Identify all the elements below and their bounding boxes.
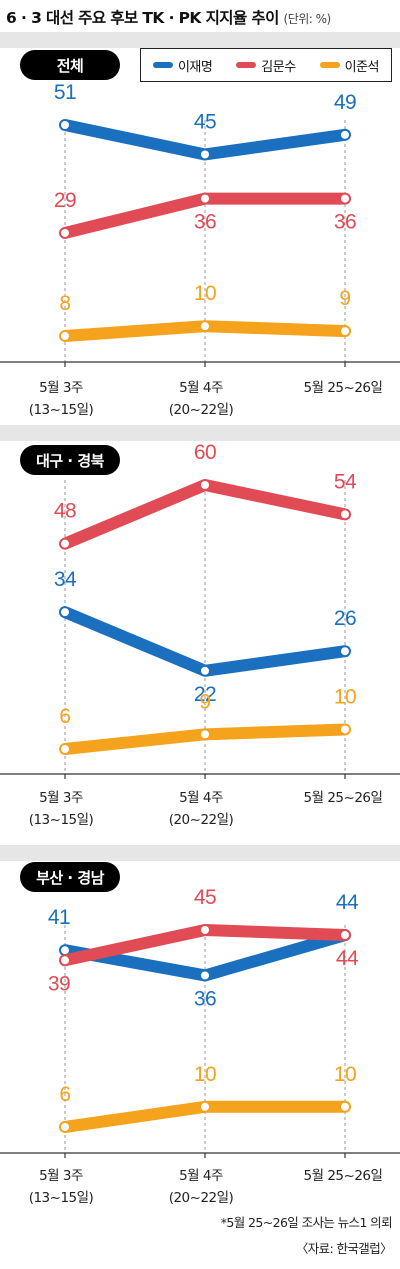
x-tick-label: 5월 4주 bbox=[179, 1168, 223, 1184]
data-label: 39 bbox=[48, 972, 70, 995]
x-tick-label: 5월 4주 bbox=[179, 790, 223, 806]
footnote-note: *5월 25~26일 조사는 뉴스1 의뢰 bbox=[220, 1215, 393, 1230]
data-label: 9 bbox=[339, 287, 350, 310]
panel-band-1 bbox=[0, 32, 400, 48]
data-point bbox=[341, 647, 349, 656]
data-point bbox=[201, 481, 209, 489]
legend-label: 김문수 bbox=[261, 59, 296, 75]
data-point bbox=[341, 130, 349, 139]
x-tick-label: (13~15일) bbox=[29, 402, 94, 418]
data-label: 49 bbox=[334, 91, 356, 114]
x-tick-label: 5월 25~26일 bbox=[304, 790, 383, 806]
data-point bbox=[61, 539, 69, 548]
data-point bbox=[341, 1102, 349, 1111]
data-point bbox=[61, 745, 69, 753]
data-label: 44 bbox=[336, 891, 359, 914]
data-point bbox=[61, 608, 69, 617]
data-point bbox=[61, 1123, 69, 1131]
legend-swatch bbox=[319, 62, 340, 68]
x-tick-label: (20~22일) bbox=[169, 812, 234, 828]
data-point bbox=[61, 228, 69, 237]
data-label: 41 bbox=[48, 906, 70, 929]
data-label: 6 bbox=[59, 705, 70, 728]
panel-band-2 bbox=[0, 425, 400, 441]
data-point bbox=[201, 730, 209, 739]
legend-swatch bbox=[236, 62, 257, 68]
data-label: 6 bbox=[59, 1083, 70, 1106]
data-label: 36 bbox=[334, 211, 356, 234]
data-point bbox=[341, 931, 349, 940]
x-tick-label: 5월 3주 bbox=[39, 1168, 83, 1184]
data-label: 10 bbox=[334, 1063, 356, 1086]
data-point bbox=[341, 194, 349, 203]
chart-title: 6 · 3 대선 주요 후보 TK · PK 지지율 추이 (단위: %) bbox=[6, 6, 331, 28]
data-label: 45 bbox=[194, 110, 216, 133]
data-label: 45 bbox=[194, 886, 216, 909]
x-tick-label: 5월 3주 bbox=[39, 380, 83, 396]
legend-label: 이준석 bbox=[344, 59, 380, 75]
data-label: 54 bbox=[334, 470, 357, 493]
legend: 이재명 김문수 이준석 bbox=[140, 48, 392, 82]
data-label: 10 bbox=[194, 282, 216, 305]
data-point bbox=[201, 1102, 209, 1111]
data-point bbox=[341, 725, 349, 734]
data-label: 10 bbox=[194, 1063, 216, 1086]
data-label: 34 bbox=[54, 568, 77, 591]
data-label: 8 bbox=[59, 292, 70, 315]
panel-title-total: 전체 bbox=[20, 50, 120, 80]
chart-title-text: 6 · 3 대선 주요 후보 TK · PK 지지율 추이 bbox=[6, 9, 279, 27]
x-tick-label: 5월 4주 bbox=[179, 380, 223, 396]
legend-item-lee-junseok: 이준석 bbox=[319, 56, 380, 75]
legend-label: 이재명 bbox=[177, 59, 213, 75]
data-point bbox=[201, 194, 209, 203]
x-tick-label: (20~22일) bbox=[169, 1190, 234, 1206]
x-tick-label: 5월 25~26일 bbox=[304, 380, 383, 396]
data-point bbox=[61, 946, 69, 955]
data-label: 60 bbox=[194, 441, 216, 464]
data-label: 51 bbox=[54, 81, 76, 104]
panel-title-tk: 대구 · 경북 bbox=[20, 445, 120, 475]
x-tick-label: (13~15일) bbox=[29, 1190, 94, 1206]
data-label: 48 bbox=[54, 500, 76, 523]
x-tick-label: 5월 25~26일 bbox=[304, 1168, 383, 1184]
data-label: 36 bbox=[194, 987, 216, 1010]
panel-band-3 bbox=[0, 845, 400, 861]
data-point bbox=[201, 971, 209, 980]
data-point bbox=[201, 322, 209, 331]
data-point bbox=[201, 926, 209, 934]
footnote-source: 〈자료: 한국갤럽〉 bbox=[295, 1241, 393, 1256]
data-point bbox=[61, 956, 69, 965]
data-label: 10 bbox=[334, 685, 356, 708]
data-label: 44 bbox=[336, 947, 359, 970]
data-point bbox=[341, 327, 349, 336]
x-tick-label: 5월 3주 bbox=[39, 790, 83, 806]
data-label: 9 bbox=[199, 690, 210, 713]
data-point bbox=[201, 666, 209, 675]
unit-label: (단위: %) bbox=[283, 12, 332, 26]
data-label: 26 bbox=[334, 607, 356, 630]
legend-item-lee-jaemyung: 이재명 bbox=[152, 56, 213, 75]
legend-item-kim-moonsoo: 김문수 bbox=[236, 56, 296, 75]
data-point bbox=[61, 332, 69, 340]
x-tick-label: (20~22일) bbox=[169, 402, 234, 418]
data-label: 29 bbox=[54, 189, 76, 212]
data-label: 22 bbox=[194, 683, 216, 706]
data-point bbox=[341, 510, 349, 519]
data-label: 36 bbox=[194, 211, 216, 234]
data-point bbox=[201, 150, 209, 159]
panel-title-pk: 부산 · 경남 bbox=[20, 862, 120, 892]
legend-swatch bbox=[152, 62, 173, 68]
data-point bbox=[61, 121, 69, 129]
x-tick-label: (13~15일) bbox=[29, 812, 94, 828]
